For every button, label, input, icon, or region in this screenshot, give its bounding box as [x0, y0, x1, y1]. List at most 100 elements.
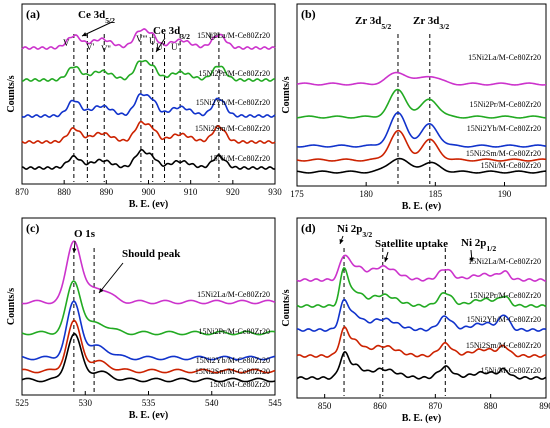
- x-tick-label: 860: [373, 401, 387, 411]
- x-axis-label: B. E. (ev): [129, 410, 168, 421]
- annotation-label: Ce 3d3/2: [153, 25, 190, 41]
- arrow-head: [99, 288, 104, 293]
- x-tick-label: 920: [226, 187, 240, 197]
- series-label: 15Ni/M-Ce80Zr20: [210, 380, 270, 389]
- series-line-sm: [21, 319, 276, 374]
- series-label: 15Ni2Pr/M-Ce80Zr20: [198, 327, 270, 336]
- series-label: 15Ni/M-Ce80Zr20: [210, 154, 270, 163]
- series-label: 15Ni2Yb/M-Ce80Zr20: [467, 315, 541, 324]
- series-line-yb: [21, 300, 276, 361]
- series-label: 15Ni2Pr/M-Ce80Zr20: [198, 69, 270, 78]
- series-line-ni: [21, 332, 276, 383]
- series-label: 15Ni2Sm/M-Ce80Zr20: [466, 341, 541, 350]
- x-tick-label: 530: [79, 398, 93, 408]
- x-axis-label: B. E. (ev): [402, 413, 441, 424]
- series-label: 15Ni2Pr/M-Ce80Zr20: [469, 100, 541, 109]
- series-line-la: [296, 71, 547, 86]
- series-line-pr: [296, 88, 547, 119]
- x-tick-label: 190: [498, 189, 512, 199]
- annotation-label: U''': [209, 32, 221, 42]
- panel-label: (a): [26, 7, 40, 21]
- series-line-ni: [296, 350, 547, 380]
- plot-frame: [296, 3, 547, 187]
- x-tick-label: 900: [142, 187, 156, 197]
- panel-label: (c): [26, 221, 39, 235]
- annotation-label: V''': [136, 34, 148, 44]
- series-line-yb: [296, 111, 547, 148]
- panel-1: 175 180 185 190 B. E. (ev) Counts/s (b) 15Ni/M-…: [281, 3, 547, 212]
- series-line-yb: [296, 298, 547, 332]
- annotation-label: Ni 2p1/2: [461, 237, 496, 253]
- x-tick-label: 880: [57, 187, 71, 197]
- annotation-label: Ce 3d5/2: [78, 9, 115, 25]
- x-tick-label: 525: [15, 398, 29, 408]
- series-line-sm: [21, 120, 276, 144]
- series-label: 15Ni2Sm/M-Ce80Zr20: [195, 124, 270, 133]
- annotation-label: Zr 3d5/2: [355, 15, 391, 31]
- x-tick-label: 880: [484, 401, 498, 411]
- annotation-arrow: [98, 262, 124, 294]
- panel-label: (d): [301, 221, 316, 235]
- y-axis-label: Counts/s: [281, 289, 292, 326]
- arrow-head: [72, 248, 77, 253]
- series-line-ni: [21, 148, 276, 170]
- x-axis-label: B. E. (ev): [402, 201, 441, 212]
- x-tick-label: 890: [539, 401, 550, 411]
- panel-3: 850 860 870 880 890 B. E. (ev) Counts/s (d) 15Ni…: [281, 217, 550, 424]
- annotation-label: V: [63, 38, 70, 48]
- panel-0: 870 880 890 900 910 920 930 B. E. (ev) Counts/s (…: [6, 3, 282, 210]
- series-line-la: [296, 254, 547, 282]
- x-tick-label: 185: [429, 189, 443, 199]
- x-tick-label: 180: [359, 189, 373, 199]
- x-axis-label: B. E. (ev): [129, 199, 168, 210]
- series-line-pr: [21, 280, 276, 336]
- arrow-head: [339, 239, 344, 244]
- series-label: 15Ni2Sm/M-Ce80Zr20: [195, 367, 270, 376]
- x-tick-label: 540: [205, 398, 219, 408]
- x-tick-label: 545: [268, 398, 282, 408]
- annotation-label: U: [149, 36, 156, 46]
- series-label: 15Ni2Pr/M-Ce80Zr20: [469, 291, 541, 300]
- series-label: 15Ni2Yb/M-Ce80Zr20: [196, 98, 270, 107]
- series-line-sm: [296, 326, 547, 358]
- series-line-pr: [296, 266, 547, 308]
- series-label: 15Ni2La/M-Ce80Zr20: [468, 53, 541, 62]
- annotation-label: Ni 2p3/2: [337, 223, 372, 239]
- series-label: 15Ni2La/M-Ce80Zr20: [197, 31, 270, 40]
- x-tick-label: 910: [184, 187, 198, 197]
- x-tick-label: 870: [15, 187, 29, 197]
- series-line-la: [21, 240, 276, 305]
- annotation-arrow: [81, 21, 113, 37]
- series-label: 15Ni/M-Ce80Zr20: [481, 366, 541, 375]
- annotation-label: O 1s: [74, 228, 96, 240]
- series-label: 15Ni/M-Ce80Zr20: [481, 161, 541, 170]
- x-tick-label: 930: [268, 187, 282, 197]
- annotation-label: Should peak: [122, 248, 181, 260]
- annotation-label: V'': [101, 44, 111, 54]
- annotation-label: Satellite uptake: [375, 238, 448, 250]
- annotation-label: V': [86, 42, 94, 52]
- arrow-head: [82, 32, 87, 37]
- annotation-label: U': [156, 42, 164, 52]
- series-line-la: [21, 28, 276, 50]
- y-axis-label: Counts/s: [6, 75, 17, 112]
- series-label: 15Ni2Sm/M-Ce80Zr20: [466, 149, 541, 158]
- arrow-head: [384, 257, 389, 262]
- series-label: 15Ni2La/M-Ce80Zr20: [197, 290, 270, 299]
- plot-frame: [296, 217, 547, 399]
- series-label: 15Ni2Yb/M-Ce80Zr20: [196, 356, 270, 365]
- annotation-label: U'': [171, 42, 181, 52]
- arrow-head: [156, 47, 161, 52]
- series-line-sm: [296, 129, 547, 162]
- annotation-label: Zr 3d3/2: [413, 15, 449, 31]
- panel-label: (b): [301, 7, 316, 21]
- series-label: 15Ni2Yb/M-Ce80Zr20: [467, 124, 541, 133]
- y-axis-label: Counts/s: [281, 76, 292, 113]
- arrow-head: [469, 257, 474, 262]
- series-line-yb: [21, 93, 276, 118]
- panel-2: 525 530 535 540 545 B. E. (ev) Counts/s (c) 15Ni…: [6, 217, 282, 421]
- series-line-ni: [296, 157, 547, 174]
- series-line-pr: [21, 59, 276, 82]
- x-tick-label: 175: [290, 189, 304, 199]
- x-tick-label: 870: [429, 401, 443, 411]
